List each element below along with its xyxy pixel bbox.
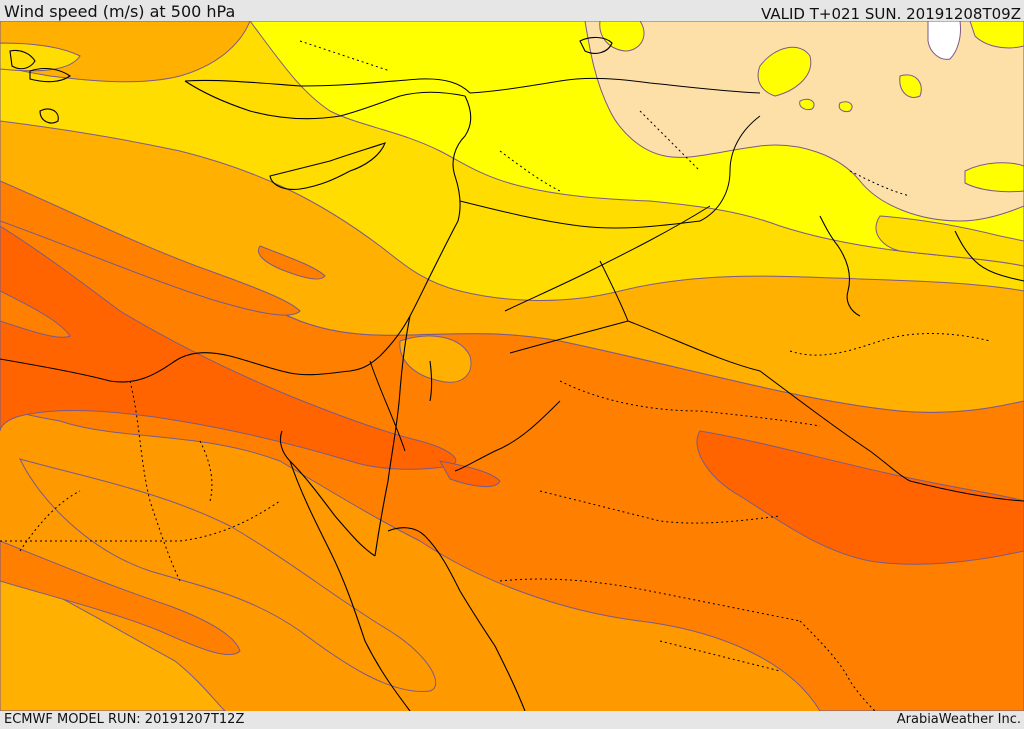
wind-band-yellow-blob-4 [838, 101, 853, 112]
wind-band-yellow-blob-3 [799, 98, 815, 110]
map-title: Wind speed (m/s) at 500 hPa [4, 2, 236, 21]
wind-band-dark-blob [439, 460, 501, 488]
country-borders [369, 77, 1024, 502]
wind-band-white-patch [927, 21, 961, 60]
wind-band-yellow-left-peach [599, 21, 645, 52]
wind-band-yellow-blob-5 [964, 162, 1024, 193]
wind-band-orange-lobe [19, 458, 437, 692]
wind-band-yellow-blob-2 [899, 74, 922, 98]
wind-band-amber-levant [399, 335, 472, 383]
wind-band-jet-core-west-cut [0, 290, 71, 338]
footer-bar: ECMWF MODEL RUN: 20191207T12Z ArabiaWeat… [0, 711, 1024, 729]
valid-time-label: VALID T+021 SUN. 20191208T09Z [761, 5, 1021, 23]
credit-label: ArabiaWeather Inc. [896, 712, 1021, 727]
wind-band-jet-core-east [696, 430, 1024, 565]
wind-speed-map [0, 21, 1024, 711]
coastlines [0, 36, 1024, 711]
wind-band-yellow-blob-1 [757, 46, 812, 97]
title-bar: Wind speed (m/s) at 500 hPa VALID T+021 … [0, 0, 1024, 23]
wind-band-gold-east [875, 215, 1024, 267]
wind-band-dark-strip-southwest [0, 540, 241, 655]
internal-borders [0, 40, 991, 711]
model-run-label: ECMWF MODEL RUN: 20191207T12Z [4, 712, 245, 727]
wind-band-gold-patch [0, 42, 81, 72]
wind-band-tongue-small [257, 245, 326, 280]
wind-band-tongue [0, 180, 301, 316]
wind-band-peach [584, 21, 1024, 222]
